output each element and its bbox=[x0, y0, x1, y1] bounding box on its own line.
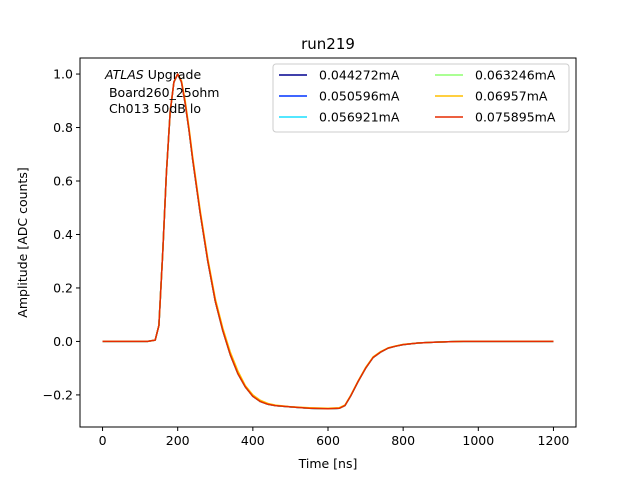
x-tick-label: 1000 bbox=[462, 433, 494, 448]
y-tick-label: 0.8 bbox=[53, 120, 73, 135]
legend-label: 0.044272mA bbox=[319, 68, 400, 83]
legend-box bbox=[272, 63, 570, 133]
annotation-atlas: ATLAS bbox=[104, 67, 144, 82]
legend: 0.044272mA 0.050596mA 0.056921mA 0.063246mA… bbox=[272, 63, 570, 133]
y-tick-label: 1.0 bbox=[53, 67, 73, 82]
x-tick-label: 600 bbox=[316, 433, 340, 448]
y-axis-ticks: −0.2 0.0 0.2 0.4 0.6 0.8 1.0 bbox=[43, 67, 80, 402]
y-tick-label: 0.4 bbox=[53, 227, 73, 242]
series-line-6 bbox=[102, 73, 554, 410]
x-tick-label: 800 bbox=[391, 433, 415, 448]
y-tick-label: 0.2 bbox=[53, 280, 73, 295]
legend-label: 0.056921mA bbox=[319, 110, 400, 125]
annotation-line-3: Ch013 50dB lo bbox=[105, 101, 201, 116]
legend-label: 0.050596mA bbox=[319, 89, 400, 104]
legend-label: 0.063246mA bbox=[475, 68, 556, 83]
x-tick-label: 1200 bbox=[538, 433, 570, 448]
annotation-line-2: Board260_25ohm bbox=[105, 85, 219, 100]
y-axis-label: Amplitude [ADC counts] bbox=[15, 167, 30, 317]
annotation-line-1: ATLAS Upgrade bbox=[104, 67, 201, 82]
annotation-upgrade: Upgrade bbox=[144, 67, 202, 82]
x-tick-label: 0 bbox=[99, 433, 107, 448]
legend-items: 0.044272mA 0.050596mA 0.056921mA 0.063246mA… bbox=[279, 68, 556, 125]
y-tick-label: 0.6 bbox=[53, 174, 73, 189]
y-tick-label: 0.0 bbox=[53, 334, 73, 349]
legend-label: 0.075895mA bbox=[475, 110, 556, 125]
series-layer bbox=[102, 73, 554, 410]
annotation-block: ATLAS Upgrade Board260_25ohm Ch013 50dB … bbox=[104, 67, 219, 116]
y-tick-label: −0.2 bbox=[43, 387, 73, 402]
x-tick-label: 200 bbox=[166, 433, 190, 448]
x-axis-ticks: 0 200 400 600 800 1000 1200 bbox=[99, 427, 570, 448]
x-tick-label: 400 bbox=[241, 433, 265, 448]
chart-title: run219 bbox=[301, 35, 355, 53]
legend-label: 0.06957mA bbox=[475, 89, 548, 104]
x-axis-label: Time [ns] bbox=[298, 456, 358, 471]
